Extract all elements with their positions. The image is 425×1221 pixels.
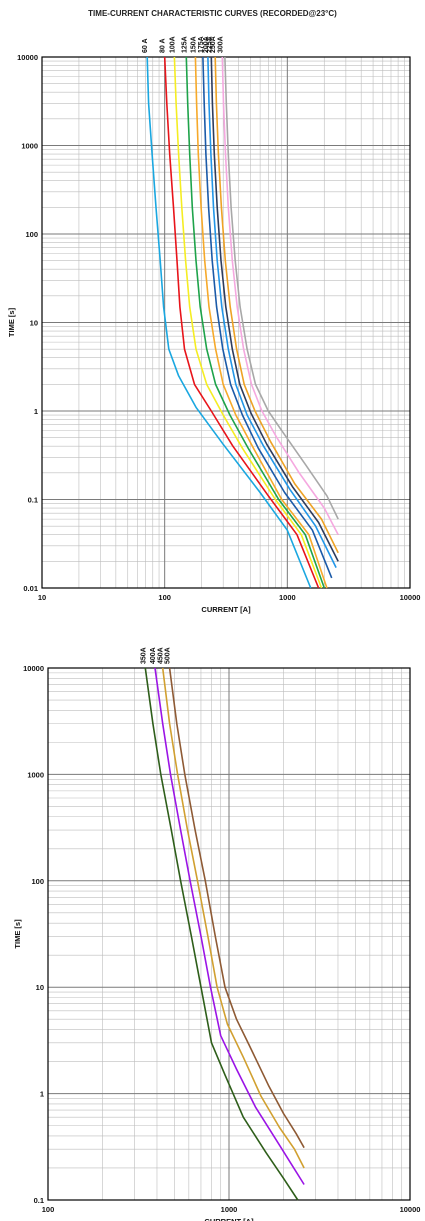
x-tick-label: 100 (42, 1205, 55, 1214)
x-tick-label: 10000 (400, 1205, 421, 1214)
series-line (194, 56, 328, 589)
series-line (224, 56, 339, 520)
series-line (163, 56, 320, 589)
series-label: 450A (158, 647, 165, 664)
series-label: 60 A (142, 38, 149, 53)
x-tick-label: 10 (38, 593, 46, 602)
series-line (185, 56, 326, 589)
series-label: 80 A (160, 38, 167, 53)
y-tick-label: 0.1 (34, 1196, 44, 1205)
y-tick-label: 10 (30, 319, 38, 328)
series-label: 175A (198, 36, 205, 53)
series-label: 200A (203, 36, 210, 53)
series-line (207, 56, 337, 568)
plot-frame (41, 56, 411, 589)
series-label: 350A (140, 647, 147, 664)
y-tick-label: 0.1 (28, 496, 38, 505)
x-tick-label: 10000 (400, 593, 421, 602)
plot-frame (47, 667, 411, 1201)
y-tick-label: 1000 (21, 142, 38, 151)
time-current-chart-lower: 100 1000 10000 0.1 1 10 100 1000 10000 CURRENT [A… (13, 647, 421, 1221)
y-axis-label: TIME [s] (7, 307, 16, 337)
x-tick-label: 100 (158, 593, 171, 602)
series-line (202, 56, 333, 579)
series-label: 300A (217, 36, 224, 53)
series-line (173, 56, 323, 589)
series-line (154, 667, 305, 1185)
series-line (214, 56, 339, 554)
x-tick-label: 1000 (221, 1205, 238, 1214)
y-tick-label: 10 (36, 983, 44, 992)
series-label: 500A (165, 647, 172, 664)
series-label: 250A (210, 36, 217, 53)
y-tick-label: 1000 (27, 770, 44, 779)
chart-title: TIME-CURRENT CHARACTERISTIC CURVES (RECO… (88, 9, 337, 18)
y-tick-label: 10000 (17, 53, 38, 62)
series-group (144, 667, 305, 1201)
grid (47, 667, 411, 1201)
y-tick-label: 0.01 (23, 584, 38, 593)
time-current-chart-upper: 10 100 1000 10000 0.01 0.1 1 10 100 1000 10000 CURR… (7, 36, 421, 614)
series-line (210, 56, 339, 562)
series-line (161, 667, 305, 1169)
x-axis-label: CURRENT [A] (201, 605, 251, 614)
x-axis-label: CURRENT [A] (204, 1217, 254, 1221)
x-tick-label: 1000 (279, 593, 296, 602)
series-line (221, 56, 339, 536)
y-tick-label: 1 (40, 1090, 44, 1099)
grid (41, 56, 411, 589)
series-group (146, 56, 339, 589)
series-label: 225A (206, 36, 213, 53)
series-label: 125A (181, 36, 188, 53)
y-axis-label: TIME [s] (13, 919, 22, 949)
series-label: 400A (150, 647, 157, 664)
series-label: 100A (169, 36, 176, 53)
y-tick-label: 10000 (23, 664, 44, 673)
series-line (144, 667, 299, 1201)
series-label: 150A (190, 36, 197, 53)
series-line (146, 56, 312, 589)
series-line (168, 667, 305, 1149)
y-tick-label: 100 (25, 230, 38, 239)
y-tick-label: 1 (34, 407, 38, 416)
y-tick-label: 100 (31, 877, 44, 886)
